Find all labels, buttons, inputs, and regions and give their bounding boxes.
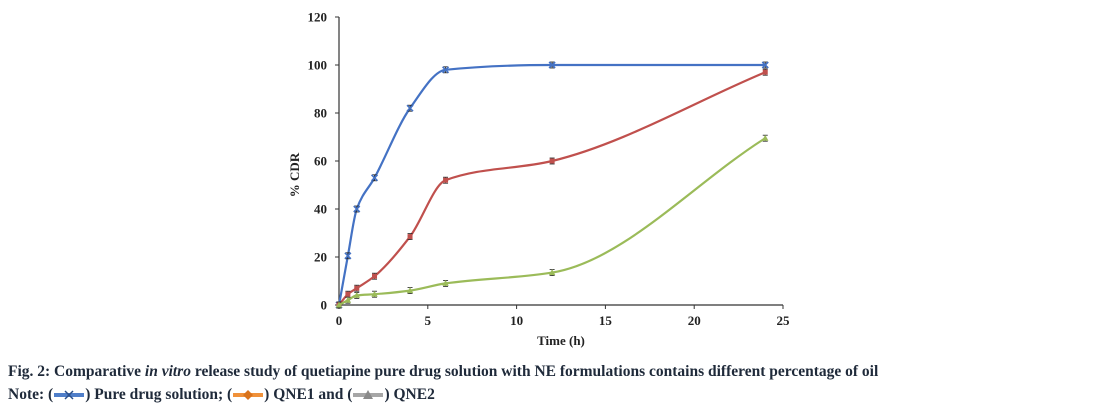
legend-swatch-pure-drug <box>53 388 85 402</box>
figure-caption: Fig. 2: Comparative in vitro release stu… <box>8 363 878 381</box>
x-tick-label: 20 <box>688 313 701 328</box>
data-point <box>371 290 378 297</box>
data-point <box>407 234 413 240</box>
data-point <box>344 296 352 303</box>
data-point <box>441 66 450 74</box>
caption-italic: in vitro <box>144 363 191 380</box>
legend-swatch-qne1 <box>232 388 264 402</box>
chart-series <box>335 61 769 309</box>
data-point <box>353 205 361 213</box>
data-point <box>372 273 378 279</box>
data-point <box>370 174 379 182</box>
x-tick-label: 5 <box>425 313 432 328</box>
series-3 <box>335 134 769 309</box>
data-point <box>406 104 414 112</box>
y-tick-label: 80 <box>314 106 327 121</box>
x-tick-label: 0 <box>336 313 343 328</box>
data-point <box>443 177 449 183</box>
x-axis-title: Time (h) <box>537 333 585 348</box>
data-point <box>548 269 556 276</box>
y-tick-label: 0 <box>321 298 328 313</box>
data-point <box>345 291 351 297</box>
data-point <box>344 252 352 260</box>
legend-label-qne2: ) QNE2 <box>384 386 435 403</box>
x-tick-label: 25 <box>777 313 791 328</box>
x-tick-label: 10 <box>510 313 523 328</box>
data-point <box>442 279 449 286</box>
y-tick-label: 120 <box>308 10 328 25</box>
data-point <box>762 134 769 141</box>
data-point <box>761 61 769 69</box>
caption-suffix: release study of quetiapine pure drug so… <box>190 363 879 380</box>
data-point <box>354 285 360 291</box>
note-label: Note: ( <box>8 386 54 403</box>
legend-label-qne1: ) QNE1 and ( <box>264 386 353 403</box>
legend-swatch-qne2 <box>352 388 384 402</box>
data-point <box>548 61 556 69</box>
legend-note: Note: ( ) Pure drug solution; ( ) QNE1 and… <box>8 386 435 404</box>
chart-axes: 0 5 10 15 20 25 0 20 40 60 80 100 120 <box>308 10 791 329</box>
data-point <box>406 287 414 294</box>
data-point <box>549 158 555 164</box>
legend-label-pure-drug: ) Pure drug solution; ( <box>85 386 233 403</box>
y-tick-label: 100 <box>308 58 328 73</box>
y-axis-title: % CDR <box>287 152 302 197</box>
x-tick-label: 15 <box>599 313 613 328</box>
y-tick-label: 40 <box>314 202 327 217</box>
chart: 0 5 10 15 20 25 0 20 40 60 80 100 120 Time (h) % CDR <box>287 10 791 349</box>
data-point <box>335 301 343 308</box>
y-tick-label: 20 <box>314 250 327 265</box>
data-point <box>762 69 768 75</box>
data-point <box>353 291 360 298</box>
y-tick-label: 60 <box>314 154 327 169</box>
caption-prefix: Fig. 2: Comparative <box>8 363 145 380</box>
